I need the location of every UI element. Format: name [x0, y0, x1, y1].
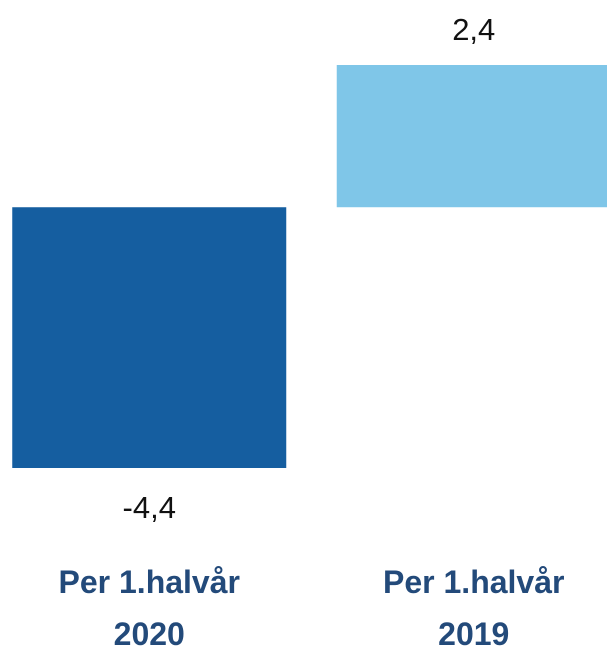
bar	[12, 207, 287, 468]
category-label: Per 1.halvår 2019	[383, 564, 565, 649]
category-label: Per 1.halvår 2020	[58, 564, 240, 649]
bar	[336, 65, 607, 208]
value-label: -4,4	[123, 490, 176, 525]
value-label: 2,4	[452, 12, 495, 47]
